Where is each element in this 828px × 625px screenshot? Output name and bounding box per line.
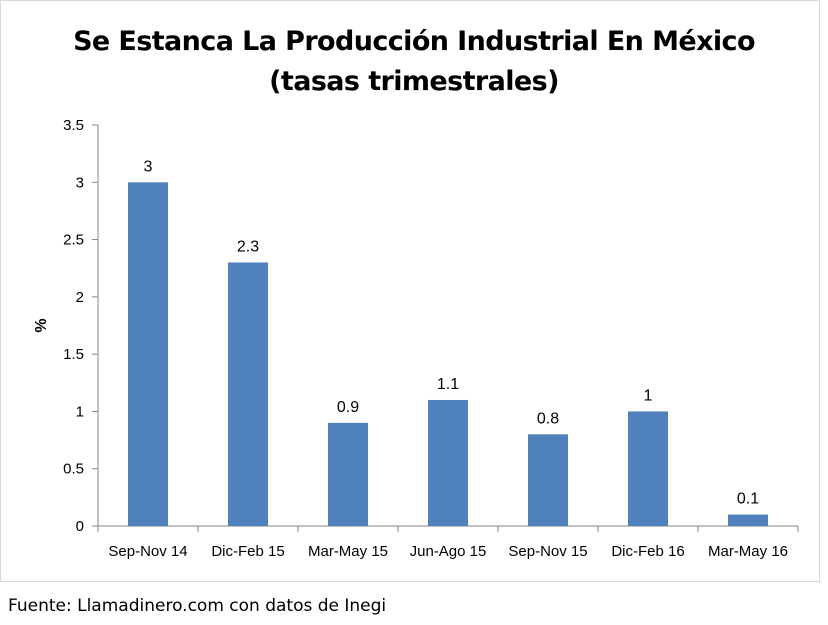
x-tick-label: Dic-Feb 15 (211, 543, 284, 560)
y-tick-label: 0.5 (63, 461, 84, 478)
x-tick-labels: Sep-Nov 14 Dic-Feb 15 Mar-May 15 Jun-Ago 15… (108, 543, 788, 560)
bar (328, 422, 368, 526)
bar-value-label: 1.1 (437, 376, 459, 393)
data-labels: 3 2.3 0.9 1.1 0.8 1 0.1 (144, 158, 760, 507)
bar-value-label: 0.8 (537, 410, 559, 427)
bar (428, 399, 468, 526)
y-tick-label: 1 (76, 403, 84, 420)
bar-value-label: 2.3 (237, 238, 259, 255)
chart-title-block: Se Estanca La Producción Industrial En M… (0, 22, 828, 102)
bar (128, 182, 168, 527)
bar (228, 262, 268, 526)
x-tick-label: Sep-Nov 15 (508, 543, 587, 560)
source-note: Fuente: Llamadinero.com con datos de Ine… (8, 596, 387, 616)
bar-value-label: 3 (144, 158, 153, 175)
bar (528, 434, 568, 526)
y-tick-label: 2.5 (63, 232, 84, 249)
bar (728, 514, 768, 526)
bar-value-label: 0.1 (737, 491, 759, 508)
y-tick-label: 3.5 (63, 117, 84, 134)
y-axis-title: % (33, 318, 50, 332)
chart-subtitle: (tasas trimestrales) (269, 66, 559, 97)
bars (128, 182, 768, 527)
bar (628, 411, 668, 526)
chart-title: Se Estanca La Producción Industrial En M… (73, 26, 755, 57)
bar-value-label: 1 (644, 387, 653, 404)
y-tick-label: 3 (76, 174, 84, 191)
x-tick-label: Dic-Feb 16 (611, 543, 684, 560)
bar-value-label: 0.9 (337, 399, 359, 416)
y-tick-label: 0 (76, 518, 84, 535)
x-tick-label: Mar-May 15 (308, 543, 388, 560)
y-tick-label: 1.5 (63, 346, 84, 363)
x-tick-label: Sep-Nov 14 (108, 543, 187, 560)
x-tick-label: Mar-May 16 (708, 543, 788, 560)
y-tick-labels: 0 0.5 1 1.5 2 2.5 3 3.5 (63, 117, 84, 535)
x-tick-label: Jun-Ago 15 (410, 543, 487, 560)
y-tick-label: 2 (76, 289, 84, 306)
